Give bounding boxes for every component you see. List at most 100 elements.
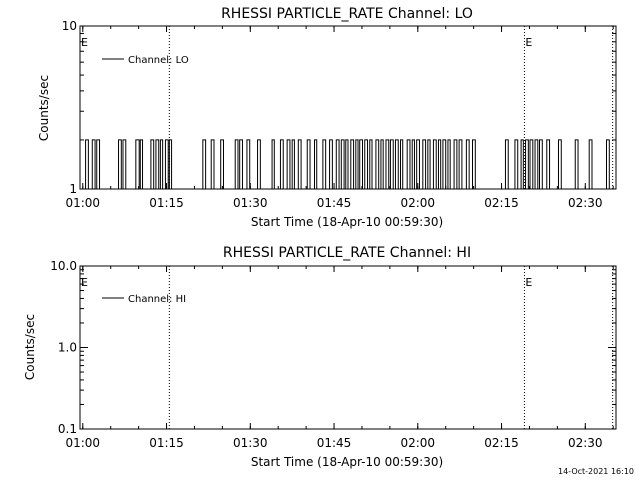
x-tick-label-hi: 01:45: [317, 436, 352, 450]
x-tick-label-lo: 01:15: [149, 196, 184, 210]
data-pulse-lo: [286, 139, 291, 189]
data-pulse-lo: [465, 139, 470, 189]
x-tick-label-hi: 01:30: [233, 436, 268, 450]
chart-title-lo: RHESSI PARTICLE_RATE Channel: LO: [221, 6, 473, 22]
data-pulse-lo: [606, 139, 610, 189]
data-pulse-lo: [472, 139, 476, 189]
x-tick-label-hi: 02:15: [484, 436, 519, 450]
data-pulse-lo: [150, 139, 155, 189]
data-pulse-lo: [202, 139, 207, 189]
data-pulse-lo: [514, 139, 519, 189]
event-marker-lo: E: [81, 36, 88, 49]
y-axis-label-lo: Counts/sec: [37, 75, 51, 141]
data-pulse-lo: [394, 139, 399, 189]
plot-frame-hi: [79, 265, 617, 430]
x-tick-label-hi: 02:00: [400, 436, 435, 450]
data-pulse-lo: [122, 139, 127, 189]
x-tick-label-lo: 02:00: [400, 196, 435, 210]
data-pulse-lo: [168, 139, 173, 189]
data-pulse-lo: [91, 139, 96, 189]
data-pulse-lo: [340, 139, 345, 189]
data-pulse-lo: [355, 139, 359, 189]
data-pulse-lo: [432, 139, 437, 189]
data-pulse-lo: [375, 139, 380, 189]
data-pulse-lo: [539, 139, 543, 189]
data-pulse-lo: [422, 139, 427, 189]
event-marker-lo: E: [525, 36, 532, 49]
data-pulse-lo: [85, 139, 89, 189]
panel-lo: RHESSI PARTICLE_RATE Channel: LO Counts/…: [37, 6, 617, 229]
data-pulse-lo: [350, 139, 355, 189]
data-pulse-lo: [96, 139, 101, 189]
x-tick-label-lo: 01:30: [233, 196, 268, 210]
data-pulse-lo: [345, 139, 349, 189]
data-pulse-lo: [574, 139, 579, 189]
data-pulse-lo: [306, 139, 311, 189]
y-tick-label-hi: 10.0: [50, 259, 77, 273]
data-pulse-lo: [159, 139, 164, 189]
data-pulse-lo: [210, 139, 215, 189]
legend-label-hi: Channel: HI: [128, 294, 186, 305]
x-tick-label-hi: 01:15: [149, 436, 184, 450]
chart-title-hi: RHESSI PARTICLE_RATE Channel: HI: [223, 245, 471, 261]
legend-label-lo: Channel: LO: [128, 55, 189, 66]
x-tick-label-lo: 01:00: [65, 196, 100, 210]
data-pulse-lo: [359, 139, 364, 189]
data-pulse-lo: [442, 139, 447, 189]
data-pulse-lo: [291, 139, 295, 189]
x-tick-label-lo: 02:15: [484, 196, 519, 210]
data-pulse-lo: [458, 139, 463, 189]
event-marker-hi: E: [81, 276, 88, 289]
data-pulse-lo: [369, 139, 373, 189]
data-pulse-lo: [329, 139, 333, 189]
data-pulse-lo: [546, 139, 551, 189]
data-pulse-lo: [322, 139, 327, 189]
data-pulse-lo: [453, 139, 458, 189]
x-tick-label-hi: 01:00: [65, 436, 100, 450]
data-pulse-lo: [239, 139, 243, 189]
y-tick-label-lo: 1: [69, 182, 77, 196]
data-pulse-lo: [279, 139, 284, 189]
event-marker-hi: E: [525, 276, 532, 289]
y-tick-label-lo: 10: [62, 19, 77, 33]
data-pulse-lo: [246, 139, 251, 189]
data-pulse-lo: [399, 139, 404, 189]
x-tick-label-hi: 02:30: [568, 436, 603, 450]
data-pulse-lo: [416, 139, 420, 189]
data-pulse-lo: [437, 139, 442, 189]
data-pulse-lo: [529, 139, 534, 189]
footer-timestamp: 14-Oct-2021 16:10: [558, 467, 634, 476]
x-tick-label-lo: 02:30: [568, 196, 603, 210]
data-pulse-lo: [525, 139, 529, 189]
data-pulse-lo: [504, 139, 509, 189]
data-pulse-lo: [297, 139, 302, 189]
data-pulse-lo: [557, 139, 562, 189]
x-axis-label-hi: Start Time (18-Apr-10 00:59:30): [251, 455, 443, 469]
data-pulse-lo: [257, 139, 261, 189]
data-pulse-lo: [380, 139, 384, 189]
data-pulse-lo: [389, 139, 394, 189]
y-tick-label-hi: 1.0: [58, 341, 77, 355]
data-pulse-lo: [534, 139, 539, 189]
y-axis-label-hi: Counts/sec: [23, 314, 37, 380]
x-tick-label-lo: 01:45: [317, 196, 352, 210]
data-pulse-lo: [135, 139, 140, 189]
data-pulse-lo: [385, 139, 390, 189]
data-pulse-lo: [220, 139, 224, 189]
data-pulse-lo: [588, 139, 593, 189]
data-pulse-lo: [271, 139, 275, 189]
data-pulse-lo: [139, 139, 144, 189]
data-pulse-lo: [314, 139, 318, 189]
data-pulse-lo: [118, 139, 122, 189]
data-pulse-lo: [234, 139, 239, 189]
panel-hi: RHESSI PARTICLE_RATE Channel: HI Counts/…: [23, 245, 617, 469]
data-pulse-lo: [427, 139, 431, 189]
data-pulse-lo: [411, 139, 415, 189]
y-tick-label-hi: 0.1: [58, 422, 77, 436]
x-axis-label-lo: Start Time (18-Apr-10 00:59:30): [251, 215, 443, 229]
data-pulse-lo: [447, 139, 451, 189]
data-pulse-lo: [520, 139, 524, 189]
data-pulse-lo: [406, 139, 411, 189]
data-pulse-lo: [155, 139, 160, 189]
